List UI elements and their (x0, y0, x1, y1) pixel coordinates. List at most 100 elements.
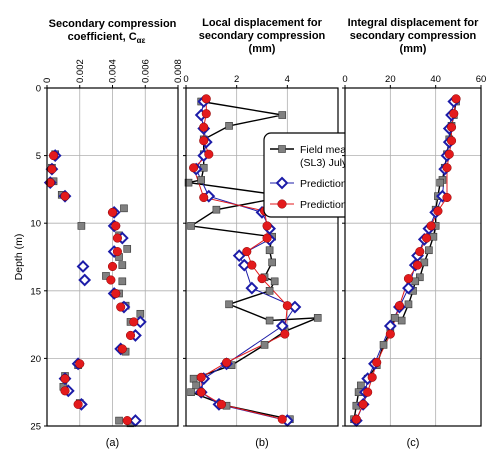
y-tick-label: 20 (30, 354, 41, 365)
x-tick-label: 0.008 (173, 59, 184, 83)
data-point-circle (201, 94, 211, 104)
data-point-circle (422, 233, 432, 243)
data-point-square (270, 277, 279, 286)
data-point-circle (242, 247, 252, 257)
data-point-square (260, 341, 269, 349)
data-point-square (120, 204, 128, 213)
data-point-square (436, 178, 445, 187)
chart-title-line: coefficient, Cαε (68, 31, 146, 45)
data-point-circle (60, 374, 70, 384)
chart-panel-c: 0 20 40 60 Integral displacement forsecondar… (342, 17, 486, 449)
data-point-square (397, 316, 406, 325)
data-point-square (265, 286, 274, 295)
data-point-circle (257, 274, 267, 284)
data-point-circle (60, 386, 70, 396)
chart-title-line: secondary compression (350, 30, 477, 42)
data-point-square (379, 341, 388, 349)
data-point-circle (199, 192, 209, 203)
data-point-square (77, 222, 86, 230)
data-point-circle (196, 387, 206, 397)
data-point-circle (385, 329, 395, 339)
legend-marker-circle (277, 199, 287, 209)
data-point-circle (204, 149, 214, 159)
data-point-square (187, 388, 195, 397)
data-point-circle (201, 109, 211, 119)
data-point-diamond (402, 281, 415, 295)
data-point-circle (247, 260, 257, 270)
data-point-square (225, 122, 233, 130)
data-point-circle (196, 372, 206, 382)
data-point-circle (412, 260, 423, 270)
y-tick-label: 0 (36, 84, 41, 95)
data-point-circle (415, 247, 425, 257)
plot-frame (185, 87, 339, 427)
data-point-circle (446, 136, 457, 146)
data-point-circle (449, 109, 459, 119)
data-point-square (313, 314, 322, 322)
data-point-square (184, 178, 193, 187)
x-tick-label: 20 (385, 74, 396, 85)
data-point-diamond (245, 281, 259, 295)
data-point-square (197, 176, 205, 184)
data-point-circle (116, 302, 126, 312)
plot-frame (344, 87, 482, 427)
data-point-circle (262, 221, 272, 231)
y-tick-label: 25 (30, 422, 41, 433)
data-point-square (118, 277, 127, 286)
legend-marker-diamond (275, 176, 289, 190)
data-point-circle (47, 164, 57, 174)
data-point-diamond (232, 249, 246, 263)
data-point-square (115, 416, 123, 425)
data-point-diamond (78, 273, 92, 287)
panel-label: (a) (106, 437, 119, 449)
x-tick-label: 40 (430, 74, 441, 85)
x-tick-label: 0 (183, 74, 188, 85)
chart-title-line: (mm) (400, 43, 427, 55)
data-point-circle (107, 261, 118, 272)
data-point-circle (442, 163, 452, 173)
data-point-circle (262, 233, 272, 243)
plot-frame (46, 87, 179, 427)
title-subscript: αε (137, 36, 146, 45)
data-point-circle (112, 233, 122, 243)
x-tick-label: 2 (234, 74, 239, 85)
data-point-circle (45, 178, 55, 188)
x-tick-label: 0.006 (140, 59, 151, 83)
data-point-circle (129, 317, 139, 327)
data-point-circle (117, 344, 127, 354)
data-point-circle (451, 94, 461, 104)
data-point-square (268, 258, 276, 267)
chart-title-line: Integral displacement for (348, 17, 480, 29)
data-point-square (425, 246, 433, 255)
data-point-circle (442, 192, 452, 203)
data-point-square (391, 314, 399, 322)
x-tick-label: 0.004 (108, 59, 119, 83)
data-point-circle (363, 387, 373, 397)
data-point-circle (73, 399, 83, 409)
data-point-square (118, 261, 127, 269)
data-point-circle (49, 151, 59, 161)
data-point-circle (394, 301, 404, 311)
data-point-circle (107, 207, 118, 217)
data-point-circle (221, 357, 232, 368)
data-point-square (404, 300, 413, 309)
chart-title-line: Local displacement for (202, 17, 323, 29)
data-point-circle (189, 163, 199, 173)
data-point-square (187, 222, 195, 230)
data-point-square (192, 381, 200, 390)
data-point-circle (125, 330, 136, 340)
data-point-circle (446, 122, 457, 132)
data-point-circle (358, 399, 368, 409)
data-point-circle (280, 329, 290, 339)
panel-label: (b) (255, 437, 268, 449)
data-point-circle (216, 399, 227, 409)
data-point-circle (403, 274, 414, 284)
data-point-square (123, 245, 132, 253)
chart-panel-a: 0 0.002 0.004 0.006 0.008 0 5 10 15 20 25 Secondary… (13, 18, 184, 449)
data-point-circle (351, 414, 361, 424)
data-point-circle (199, 136, 209, 146)
y-axis-label: Depth (m) (13, 234, 25, 281)
data-point-circle (60, 191, 70, 201)
chart-title-line: Secondary compression (49, 18, 177, 30)
data-point-diamond (237, 258, 251, 272)
